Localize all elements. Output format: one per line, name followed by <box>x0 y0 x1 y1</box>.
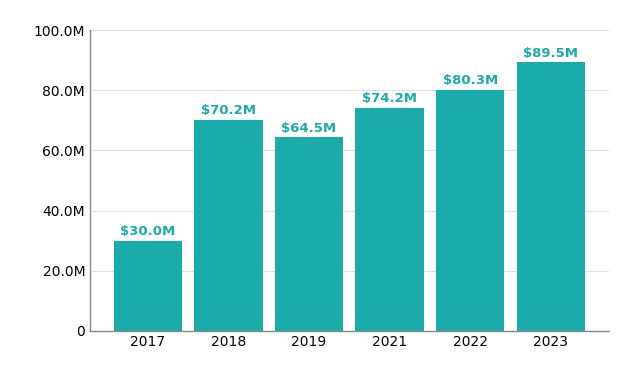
Text: $70.2M: $70.2M <box>201 105 256 117</box>
Bar <box>436 90 504 331</box>
Bar <box>114 241 182 331</box>
Text: $89.5M: $89.5M <box>524 46 578 60</box>
Bar <box>194 120 263 331</box>
Text: $30.0M: $30.0M <box>120 225 176 238</box>
Bar <box>355 108 424 331</box>
Text: $80.3M: $80.3M <box>443 74 498 87</box>
Bar <box>517 62 585 331</box>
Bar <box>274 137 343 331</box>
Text: $74.2M: $74.2M <box>362 92 417 105</box>
Text: $64.5M: $64.5M <box>281 122 337 135</box>
